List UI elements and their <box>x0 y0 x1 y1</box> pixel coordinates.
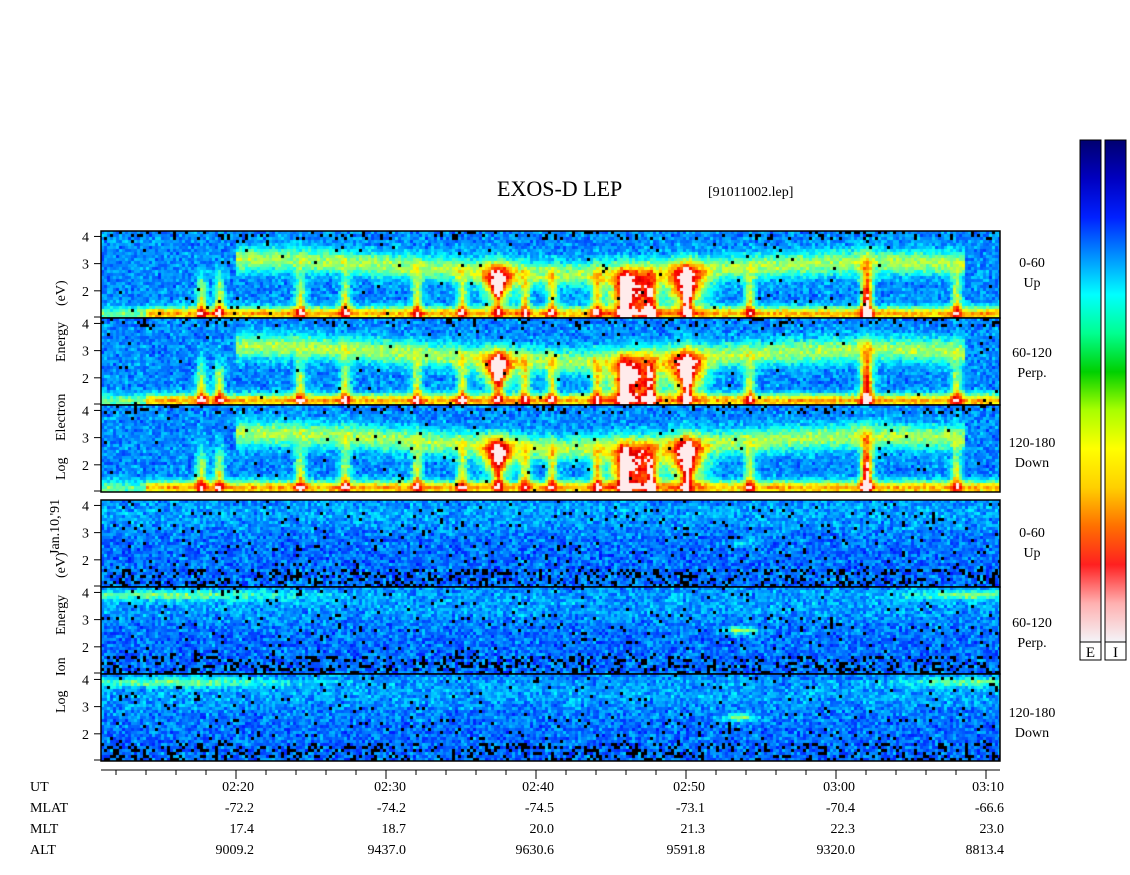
y-tick-label: 4 <box>82 586 89 601</box>
pitch-label-4: 0-60 Up <box>1004 524 1060 564</box>
footer-mlt-value: 23.0 <box>979 822 1005 837</box>
colorbar-label: E <box>1086 645 1095 661</box>
footer-mlat-value: -72.2 <box>224 801 254 816</box>
pitch-direction: Up <box>1023 546 1041 561</box>
pitch-range: 120-180 <box>1008 706 1056 721</box>
ion-axis-label-energy: Energy <box>54 594 69 635</box>
ion-axis-label-unit: (eV) <box>54 552 69 578</box>
footer-alt-value: 8813.4 <box>965 843 1005 858</box>
y-tick-label: 2 <box>82 641 89 656</box>
spectrogram-panel-4 <box>101 500 1000 587</box>
footer-mlat-value: -70.4 <box>825 801 855 816</box>
ion-axis-label-log: Log <box>54 690 69 713</box>
y-tick-label: 3 <box>82 432 89 447</box>
pitch-direction: Perp. <box>1017 366 1047 381</box>
y-tick-label: 4 <box>82 404 89 419</box>
footer-mlat-value: -74.2 <box>376 801 406 816</box>
footer-mlat-value: -66.6 <box>974 801 1004 816</box>
footer-mlt-value: 18.7 <box>381 822 407 837</box>
pitch-range: 0-60 <box>1019 526 1045 541</box>
pitch-label-3: 120-180 Down <box>1004 434 1060 474</box>
colorbar-label: I <box>1113 645 1118 661</box>
y-tick-label: 2 <box>82 728 89 743</box>
pitch-direction: Up <box>1023 276 1041 291</box>
spectrogram-panel-1 <box>101 231 1000 318</box>
chart-title: EXOS-D LEP <box>497 176 623 201</box>
colorbar-ion <box>1104 139 1127 643</box>
spectrogram-panel-6 <box>101 674 1000 761</box>
footer-mlt-value: 21.3 <box>680 822 706 837</box>
date-label: Jan.10,'91 <box>48 498 63 555</box>
pitch-direction: Perp. <box>1017 636 1047 651</box>
footer-alt-value: 9591.8 <box>666 843 706 858</box>
pitch-direction: Down <box>1014 726 1050 741</box>
footer-label-alt: ALT <box>30 843 56 858</box>
footer-mlat-value: -74.5 <box>524 801 554 816</box>
colorbar-label-box <box>1079 641 1102 661</box>
y-tick-label: 4 <box>82 499 89 514</box>
colorbar-label-box <box>1104 641 1127 661</box>
electron-axis-label-log: Log <box>54 457 69 480</box>
pitch-label-5: 60-120 Perp. <box>1004 614 1060 654</box>
electron-axis-label-species: Electron <box>54 393 69 441</box>
footer-label-ut: UT <box>30 780 49 795</box>
electron-axis-label-unit: (eV) <box>54 280 69 306</box>
footer-label-mlat: MLAT <box>30 801 69 816</box>
pitch-label-6: 120-180 Down <box>1004 704 1060 744</box>
footer-alt-value: 9009.2 <box>215 843 255 858</box>
file-name: [91011002.lep] <box>708 185 794 200</box>
y-tick-label: 3 <box>82 614 89 629</box>
footer-ut-value: 03:00 <box>823 780 855 795</box>
y-tick-label: 2 <box>82 285 89 300</box>
spectrogram-panel-3 <box>101 405 1000 492</box>
pitch-range: 0-60 <box>1019 256 1045 271</box>
pitch-label-1: 0-60 Up <box>1004 254 1060 294</box>
panel-frame <box>100 673 1001 762</box>
footer-ut-value: 02:40 <box>522 780 554 795</box>
y-tick-label: 3 <box>82 258 89 273</box>
pitch-range: 60-120 <box>1012 616 1052 631</box>
y-tick-label: 4 <box>82 317 89 332</box>
footer-ut-value: 02:30 <box>374 780 406 795</box>
electron-axis-label-energy: Energy <box>54 321 69 362</box>
footer-mlt-value: 20.0 <box>529 822 555 837</box>
y-tick-label: 2 <box>82 372 89 387</box>
footer-ut-value: 02:50 <box>673 780 705 795</box>
footer-mlt-value: 22.3 <box>830 822 856 837</box>
y-tick-label: 4 <box>82 230 89 245</box>
spectrogram-panel-2 <box>101 318 1000 405</box>
footer-ut-value: 03:10 <box>972 780 1004 795</box>
footer-alt-value: 9437.0 <box>367 843 407 858</box>
pitch-range: 120-180 <box>1008 436 1056 451</box>
y-tick-label: 2 <box>82 459 89 474</box>
footer-mlt-value: 17.4 <box>229 822 255 837</box>
spectrogram-panel-5 <box>101 587 1000 674</box>
y-tick-label: 2 <box>82 554 89 569</box>
pitch-label-2: 60-120 Perp. <box>1004 344 1060 384</box>
pitch-range: 60-120 <box>1012 346 1052 361</box>
y-tick-label: 3 <box>82 701 89 716</box>
colorbar-electron <box>1079 139 1102 643</box>
panel-frame <box>100 404 1001 493</box>
footer-ut-value: 02:20 <box>222 780 254 795</box>
footer-alt-value: 9320.0 <box>816 843 856 858</box>
y-tick-label: 3 <box>82 345 89 360</box>
footer-mlat-value: -73.1 <box>675 801 705 816</box>
footer-label-mlt: MLT <box>30 822 59 837</box>
pitch-direction: Down <box>1014 456 1050 471</box>
footer-alt-value: 9630.6 <box>515 843 555 858</box>
ion-axis-label-species: Ion <box>54 657 69 676</box>
y-tick-label: 4 <box>82 673 89 688</box>
y-tick-label: 3 <box>82 527 89 542</box>
